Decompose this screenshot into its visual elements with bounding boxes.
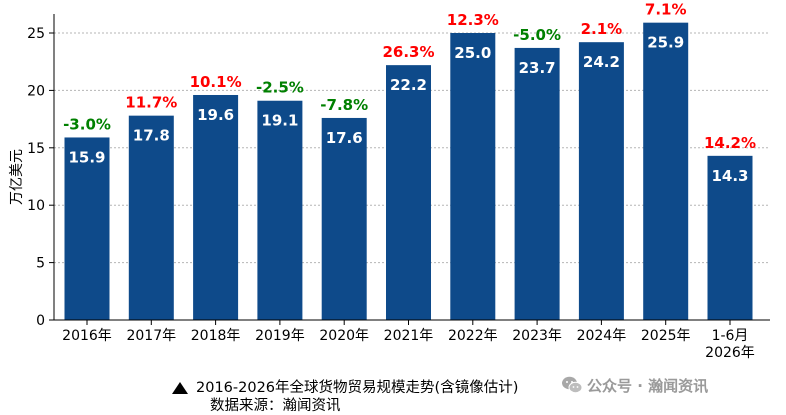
value-label: 22.2 [390,76,427,94]
x-tick-label: 2023年 [512,328,562,344]
growth-label: 10.1% [190,73,242,91]
data-source: 数据来源：瀚闻资讯 [210,398,341,414]
growth-label: -5.0% [513,26,561,44]
value-label: 14.3 [711,167,748,185]
x-tick-label: 2019年 [255,328,305,344]
watermark: 公众号 · 瀚闻资讯 [561,372,708,398]
y-axis-label: 万亿美元 [9,149,25,205]
x-tick-label: 2017年 [126,328,176,344]
growth-label: -2.5% [256,79,304,97]
x-tick-label: 2021年 [384,328,434,344]
x-tick-label: 2018年 [191,328,241,344]
watermark-text: 公众号 · 瀚闻资讯 [587,376,709,395]
value-label: 19.6 [197,106,234,124]
value-label: 19.1 [261,112,298,130]
bar [321,117,367,321]
bars [64,22,753,321]
triangle-icon [172,382,188,394]
x-tick-label: 2020年 [319,328,369,344]
growth-label: 12.3% [447,11,499,29]
value-label: 23.7 [519,59,556,77]
y-tick-label: 10 [27,198,45,214]
y-tick-label: 5 [36,256,45,272]
bar-chart: 15.9 -3.0% 17.8 11.7% 19.6 10.1% 19.1 -2.5% 17.6… [9,1,770,361]
bar [193,94,239,320]
growth-label: 2.1% [581,20,623,38]
bar [514,47,560,320]
growth-label: 11.7% [125,94,177,112]
chart-title: 2016-2026年全球货物贸易规模走势(含镜像估计) [196,380,519,396]
growth-label: 14.2% [704,134,756,152]
y-tick-label: 20 [27,83,45,99]
bar [64,137,110,320]
bar [643,22,689,320]
y-tick-label: 25 [27,26,45,42]
bar [707,155,753,320]
axes: 0 5 10 15 20 25 万亿美元 2016年 2017年 2018年 2019年 2020年 2… [9,14,770,361]
value-label: 17.8 [133,127,170,145]
x-tick-label: 1-6月 2026年 [705,328,755,361]
growth-label: 26.3% [382,43,434,61]
growth-label: 7.1% [645,1,687,19]
bar [386,65,431,320]
value-label: 25.0 [454,44,491,62]
value-label: 24.2 [583,53,620,71]
bar [128,115,174,320]
growth-label: -7.8% [320,96,368,114]
labels: 15.9 -3.0% 17.8 11.7% 19.6 10.1% 19.1 -2.5% 17.6… [63,1,756,185]
x-tick-label: 2025年 [641,328,691,344]
bar [257,100,303,321]
growth-label: -3.0% [63,115,111,133]
value-label: 15.9 [68,148,105,166]
x-tick-label: 2016年 [62,328,112,344]
value-label: 25.9 [647,34,684,52]
y-tick-label: 15 [27,141,45,157]
bar [578,42,624,321]
y-tick-label: 0 [36,313,45,329]
x-tick-label: 2022年 [448,328,498,344]
value-label: 17.6 [326,129,363,147]
bar [450,33,496,320]
chart-caption: 2016-2026年全球货物贸易规模走势(含镜像估计) 数据来源：瀚闻资讯 [0,373,786,414]
x-tick-label: 2024年 [577,328,627,344]
wechat-icon [562,376,583,394]
